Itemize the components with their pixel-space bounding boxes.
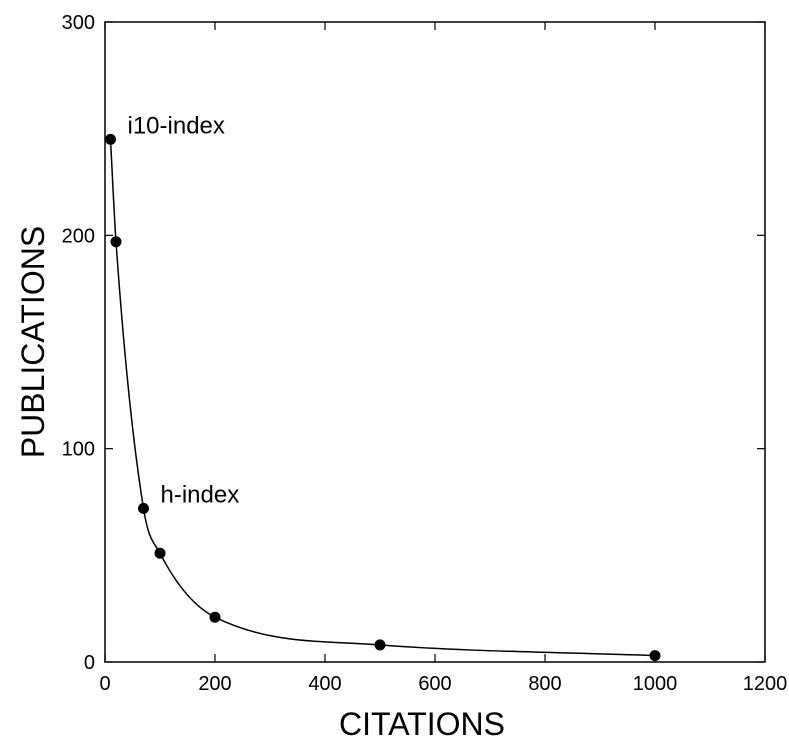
x-axis-title: CITATIONS [339, 706, 505, 742]
y-axis-title: PUBLICATIONS [15, 226, 51, 458]
y-tick-label: 0 [84, 652, 95, 674]
y-axis-ticks: 0 100 200 300 [62, 12, 765, 674]
data-point [209, 611, 221, 623]
series-curve [109, 139, 656, 657]
data-points [105, 133, 661, 662]
data-point [138, 502, 149, 514]
data-point [110, 236, 122, 248]
x-tick-label: 800 [528, 673, 561, 695]
x-tick-label: 1000 [633, 673, 678, 695]
annotations: i10-index h-index [128, 112, 240, 508]
y-tick-label: 100 [62, 439, 95, 461]
data-point [374, 639, 386, 651]
x-tick-label: 200 [198, 673, 231, 695]
annotation-label: i10-index [128, 112, 225, 139]
data-point [154, 547, 166, 559]
x-tick-label: 400 [308, 673, 341, 695]
x-tick-label: 0 [99, 673, 110, 695]
data-point [105, 133, 116, 145]
x-axis-ticks: 0 200 400 600 800 1000 1200 [99, 22, 787, 695]
y-tick-label: 200 [62, 225, 95, 247]
x-tick-label: 600 [418, 673, 451, 695]
annotation-label: h-index [161, 481, 240, 508]
data-point [649, 650, 661, 662]
x-tick-label: 1200 [743, 673, 788, 695]
y-tick-label: 300 [62, 12, 95, 34]
